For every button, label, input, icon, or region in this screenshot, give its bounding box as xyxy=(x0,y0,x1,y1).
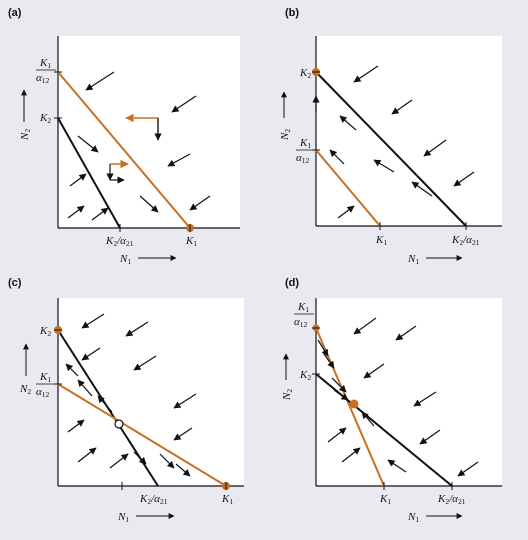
panel-b: (b) K2 K1 α12 K1 K2/α21 N1 xyxy=(279,7,502,266)
flow-arrow xyxy=(77,379,93,397)
panel-c-x-tick-right-label: K1 xyxy=(221,493,233,506)
panel-c-x-axis-label: N1 xyxy=(117,511,129,524)
panel-c-arrows xyxy=(65,313,197,477)
panel-c-y-tick-low-den: α12 xyxy=(36,386,50,399)
flow-arrow xyxy=(353,317,377,335)
panel-d: (d) K1 α12 K2 xyxy=(281,277,502,524)
panel-a-y-axis-label: N2 xyxy=(19,129,32,141)
panel-d-plot-area xyxy=(316,298,502,486)
panel-a-label: (a) xyxy=(8,7,22,19)
panel-c: (c) K2 K1 xyxy=(8,277,244,524)
flow-arrow xyxy=(133,355,157,371)
flow-arrow xyxy=(333,389,349,401)
flow-arrow xyxy=(173,393,197,409)
flow-arrow xyxy=(411,181,433,197)
panel-a-x-tick-right-label: K1 xyxy=(185,235,197,248)
flow-arrow xyxy=(387,459,407,473)
panel-a-plot-area xyxy=(58,36,240,228)
panel-c-x-tick-left-label: K2/α21 xyxy=(139,493,168,506)
flow-arrow xyxy=(419,429,441,445)
panel-d-y-tick-low-label: K2 xyxy=(299,369,311,382)
panel-b-arrows xyxy=(312,65,475,219)
panel-d-stable-equilibrium xyxy=(349,399,359,409)
panel-a-y-tick-top-label: K1 xyxy=(39,57,51,70)
flow-arrow xyxy=(423,139,447,157)
panel-d-y-tick-top-den: α12 xyxy=(294,316,308,329)
panel-c-unstable-equilibrium xyxy=(114,419,124,429)
flow-arrow xyxy=(139,195,159,213)
flow-arrow xyxy=(189,195,211,211)
flow-arrow xyxy=(109,453,129,469)
panel-b-n2-isocline xyxy=(315,71,467,227)
flow-arrow xyxy=(125,321,149,337)
flow-arrow xyxy=(337,205,355,219)
flow-arrow xyxy=(341,447,361,463)
flow-arrow xyxy=(363,363,385,379)
flow-arrow xyxy=(329,149,345,165)
panel-b-label: (b) xyxy=(285,7,299,19)
panel-b-n1-isocline xyxy=(315,149,381,227)
panel-b-y-tick-low-label: K1 xyxy=(299,137,311,150)
flow-arrow xyxy=(69,173,87,187)
flow-arrow xyxy=(65,363,79,377)
flow-arrow xyxy=(373,159,395,173)
panel-c-y-axis-label: N2 xyxy=(19,383,31,396)
panel-c-y-tick-low-label: K1 xyxy=(39,371,51,384)
flow-arrow xyxy=(413,391,437,407)
panel-c-label: (c) xyxy=(8,277,22,289)
panel-c-y-tick-top-label: K2 xyxy=(39,325,51,338)
flow-arrow xyxy=(97,395,113,413)
panel-b-y-tick-low-den: α12 xyxy=(296,152,310,165)
flow-arrow xyxy=(133,451,147,465)
flow-arrow xyxy=(339,115,357,131)
panel-a-n2-isocline xyxy=(57,117,121,229)
flow-arrow xyxy=(85,71,115,91)
panel-a-y-tick-low-label: K2 xyxy=(39,112,51,125)
panel-a-x-axis-label: N1 xyxy=(119,253,131,266)
flow-arrow xyxy=(331,377,347,393)
panel-d-label: (d) xyxy=(285,277,299,289)
panel-a-n1-isocline xyxy=(57,71,191,229)
flow-arrow xyxy=(173,427,193,441)
panel-a-orange-arrows xyxy=(110,113,158,169)
flow-arrow xyxy=(77,447,97,463)
panel-d-y-tick-top-label: K1 xyxy=(297,301,309,314)
flow-arrow xyxy=(159,453,175,469)
flow-arrow xyxy=(91,207,109,221)
flow-arrow xyxy=(81,347,101,361)
panel-b-y-tick-top-label: K2 xyxy=(299,67,311,80)
flow-arrow xyxy=(81,313,105,329)
flow-arrow xyxy=(361,411,375,427)
panel-d-x-tick-right-label: K2/α21 xyxy=(437,493,466,506)
flow-arrow xyxy=(353,65,379,83)
panel-b-y-axis-label: N2 xyxy=(279,129,292,141)
panel-d-x-axis-label: N1 xyxy=(407,511,419,524)
flow-arrow xyxy=(317,339,329,357)
panel-a-arrows xyxy=(67,71,211,221)
flow-arrow xyxy=(77,135,99,153)
panel-a: (a) K1 α12 xyxy=(8,7,240,266)
flow-arrow xyxy=(457,461,479,477)
flow-arrow xyxy=(327,427,347,443)
panel-b-x-axis-label: N1 xyxy=(407,253,419,266)
panel-b-x-tick-left-label: K1 xyxy=(375,234,387,247)
panel-a-x-tick-left-label: K2/α21 xyxy=(105,235,134,248)
flow-arrow xyxy=(67,205,85,219)
flow-arrow xyxy=(391,99,413,115)
panel-b-x-tick-right-label: K2/α21 xyxy=(451,234,480,247)
flow-arrow xyxy=(171,95,197,113)
panel-b-plot-area xyxy=(316,36,502,226)
flow-arrow xyxy=(395,325,417,341)
flow-arrow xyxy=(67,419,85,433)
panel-c-n1-isocline xyxy=(57,383,227,487)
flow-arrow xyxy=(453,171,475,187)
flow-arrow xyxy=(323,353,335,369)
flow-arrow xyxy=(175,463,191,477)
flow-arrow xyxy=(167,153,191,167)
panel-d-x-tick-left-label: K1 xyxy=(379,493,391,506)
panel-d-arrows xyxy=(317,317,479,477)
panel-a-y-tick-top-den: α12 xyxy=(36,72,50,85)
panel-d-y-axis-label: N2 xyxy=(281,389,294,401)
